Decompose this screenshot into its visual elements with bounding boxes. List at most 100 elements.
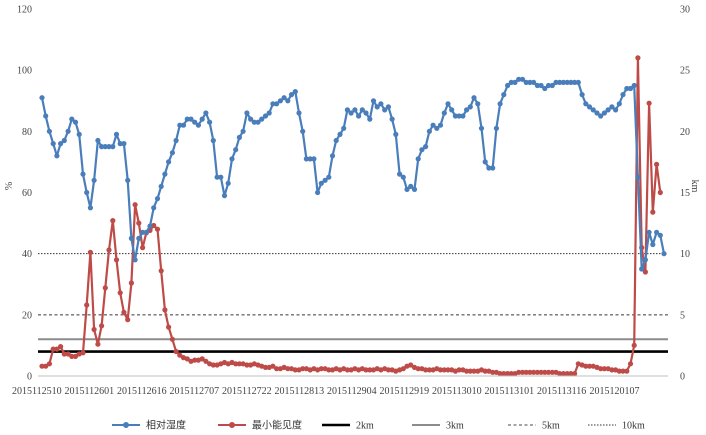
series-point-相对湿度 xyxy=(255,119,261,125)
series-point-相对湿度 xyxy=(486,165,492,171)
series-point-相对湿度 xyxy=(437,122,444,128)
series-point-最小能见度 xyxy=(173,348,179,355)
series-point-最小能见度 xyxy=(616,368,622,374)
series-point-最小能见度 xyxy=(441,367,447,373)
series-point-最小能见度 xyxy=(162,307,168,313)
series-point-相对湿度 xyxy=(84,189,90,196)
series-point-相对湿度 xyxy=(519,76,526,82)
series-point-最小能见度 xyxy=(184,356,190,362)
legend-label: 3km xyxy=(446,421,464,432)
series-point-相对湿度 xyxy=(642,257,649,263)
x-tick-label: 2015112919 xyxy=(380,386,430,397)
series-point-最小能见度 xyxy=(545,369,552,375)
legend-item: 相对湿度 xyxy=(112,419,186,432)
series-point-相对湿度 xyxy=(397,171,403,177)
series-point-相对湿度 xyxy=(348,110,354,116)
series-point-相对湿度 xyxy=(579,92,585,98)
series-point-最小能见度 xyxy=(344,367,350,373)
series-point-相对湿度 xyxy=(620,92,626,98)
reference-lines xyxy=(38,253,668,353)
series-point-最小能见度 xyxy=(400,366,406,372)
series-point-相对湿度 xyxy=(564,79,570,85)
series-point-最小能见度 xyxy=(140,245,146,251)
series-point-相对湿度 xyxy=(240,128,246,134)
series-point-相对湿度 xyxy=(326,174,332,180)
series-point-最小能见度 xyxy=(385,367,391,373)
series-point-相对湿度 xyxy=(270,101,276,107)
series-point-最小能见度 xyxy=(467,368,473,374)
series-point-相对湿度 xyxy=(497,101,503,107)
series-point-相对湿度 xyxy=(203,110,209,116)
series-point-最小能见度 xyxy=(326,367,332,373)
series-point-最小能见度 xyxy=(84,302,90,308)
y-left-tick-label: 0 xyxy=(27,372,32,383)
series-point-相对湿度 xyxy=(594,110,600,116)
series-point-相对湿度 xyxy=(177,122,183,128)
series-point-最小能见度 xyxy=(177,352,183,358)
series-point-最小能见度 xyxy=(192,357,198,363)
series-point-相对湿度 xyxy=(307,156,313,162)
series-point-最小能见度 xyxy=(169,336,175,342)
y-left-tick-label: 80 xyxy=(22,127,32,138)
series-point-相对湿度 xyxy=(341,125,347,131)
series-point-最小能见度 xyxy=(210,362,216,368)
legend: 相对湿度 最小能见度 2km 3km 5km 10km xyxy=(112,419,645,432)
series-point-最小能见度 xyxy=(538,369,544,375)
series-point-最小能见度 xyxy=(501,371,507,377)
series-point-相对湿度 xyxy=(415,156,421,162)
series-point-相对湿度 xyxy=(575,79,581,85)
series-point-最小能见度 xyxy=(262,364,269,370)
series-point-最小能见度 xyxy=(292,367,298,373)
legend-label: 10km xyxy=(622,421,645,432)
y-left-tick-label: 40 xyxy=(22,249,32,260)
series-point-最小能见度 xyxy=(560,371,567,377)
series-point-最小能见度 xyxy=(87,249,93,255)
series-point-相对湿度 xyxy=(344,107,350,113)
series-point-最小能见度 xyxy=(110,218,116,224)
x-tick-label: 2015112707 xyxy=(170,386,220,397)
series-point-最小能见度 xyxy=(72,353,79,359)
series-point-相对湿度 xyxy=(393,131,399,137)
series-point-相对湿度 xyxy=(456,113,462,119)
y-left-tick-label: 100 xyxy=(17,66,32,77)
series-point-相对湿度 xyxy=(166,159,172,165)
series-point-相对湿度 xyxy=(259,116,265,122)
series-point-最小能见度 xyxy=(654,161,660,167)
series-point-相对湿度 xyxy=(91,177,97,183)
series-point-最小能见度 xyxy=(95,341,101,347)
series-point-相对湿度 xyxy=(557,79,563,85)
series-point-相对湿度 xyxy=(195,122,201,128)
series-point-相对湿度 xyxy=(635,174,641,180)
series-point-相对湿度 xyxy=(661,251,667,257)
legend-item: 5km xyxy=(508,421,560,432)
series-point-相对湿度 xyxy=(572,79,578,85)
series-point-相对湿度 xyxy=(43,113,49,119)
series-point-相对湿度 xyxy=(531,79,537,85)
series-point-最小能见度 xyxy=(490,369,496,375)
legend-swatch-marker xyxy=(123,422,129,428)
series-point-最小能见度 xyxy=(158,268,164,274)
series-point-最小能见度 xyxy=(154,226,161,232)
legend-label: 2km xyxy=(356,421,374,432)
series-point-最小能见度 xyxy=(620,368,626,374)
series-point-最小能见度 xyxy=(531,369,537,375)
series-point-最小能见度 xyxy=(534,369,541,375)
series-point-相对湿度 xyxy=(408,183,414,189)
series-point-相对湿度 xyxy=(639,266,645,272)
series-point-最小能见度 xyxy=(598,366,604,372)
series-point-相对湿度 xyxy=(419,147,425,153)
series-point-相对湿度 xyxy=(72,119,79,125)
series-point-相对湿度 xyxy=(117,141,123,147)
series-point-最小能见度 xyxy=(423,367,429,373)
series-point-最小能见度 xyxy=(445,367,451,373)
series-point-相对湿度 xyxy=(657,232,663,238)
series-point-最小能见度 xyxy=(519,369,526,375)
series-point-相对湿度 xyxy=(367,116,373,122)
legend-label: 最小能见度 xyxy=(252,419,302,432)
series-point-最小能见度 xyxy=(132,202,138,208)
series-point-相对湿度 xyxy=(113,131,120,137)
series-point-相对湿度 xyxy=(99,144,105,150)
series-point-相对湿度 xyxy=(236,134,242,140)
series-point-相对湿度 xyxy=(65,128,71,134)
